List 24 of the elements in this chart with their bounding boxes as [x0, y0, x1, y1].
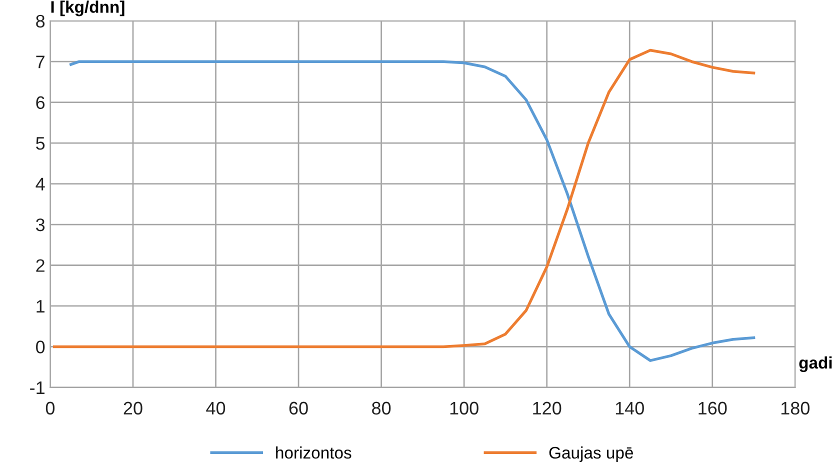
- y-tick-label: 0: [36, 340, 45, 354]
- x-axis-title: gadi: [799, 356, 832, 372]
- x-tick-label: 100: [450, 402, 478, 415]
- y-tick-label: 1: [36, 300, 44, 313]
- x-tick-label: 20: [124, 402, 142, 415]
- x-tick-label: 120: [533, 402, 562, 415]
- y-tick-label: -1: [30, 382, 44, 394]
- x-tick-label: 80: [372, 402, 391, 415]
- x-tick-label: 0: [46, 402, 55, 415]
- y-tick-label: 7: [36, 56, 44, 68]
- x-tick-label: 60: [289, 402, 308, 415]
- y-tick-label: 8: [36, 14, 45, 28]
- y-axis-title: I [kg/dnn]: [51, 0, 124, 16]
- x-tick-label: 140: [616, 402, 644, 415]
- x-tick-label: 160: [698, 402, 727, 415]
- x-tick-label: 180: [781, 402, 810, 415]
- legend-label: Gaujas upē: [549, 446, 634, 462]
- y-tick-label: 3: [36, 218, 45, 232]
- y-tick-label: 5: [36, 137, 45, 150]
- y-tick-label: 4: [36, 178, 45, 190]
- x-tick-label: 40: [206, 402, 226, 415]
- y-tick-label: 2: [36, 259, 44, 272]
- legend-label: horizontos: [276, 446, 352, 459]
- y-tick-label: 6: [36, 96, 45, 110]
